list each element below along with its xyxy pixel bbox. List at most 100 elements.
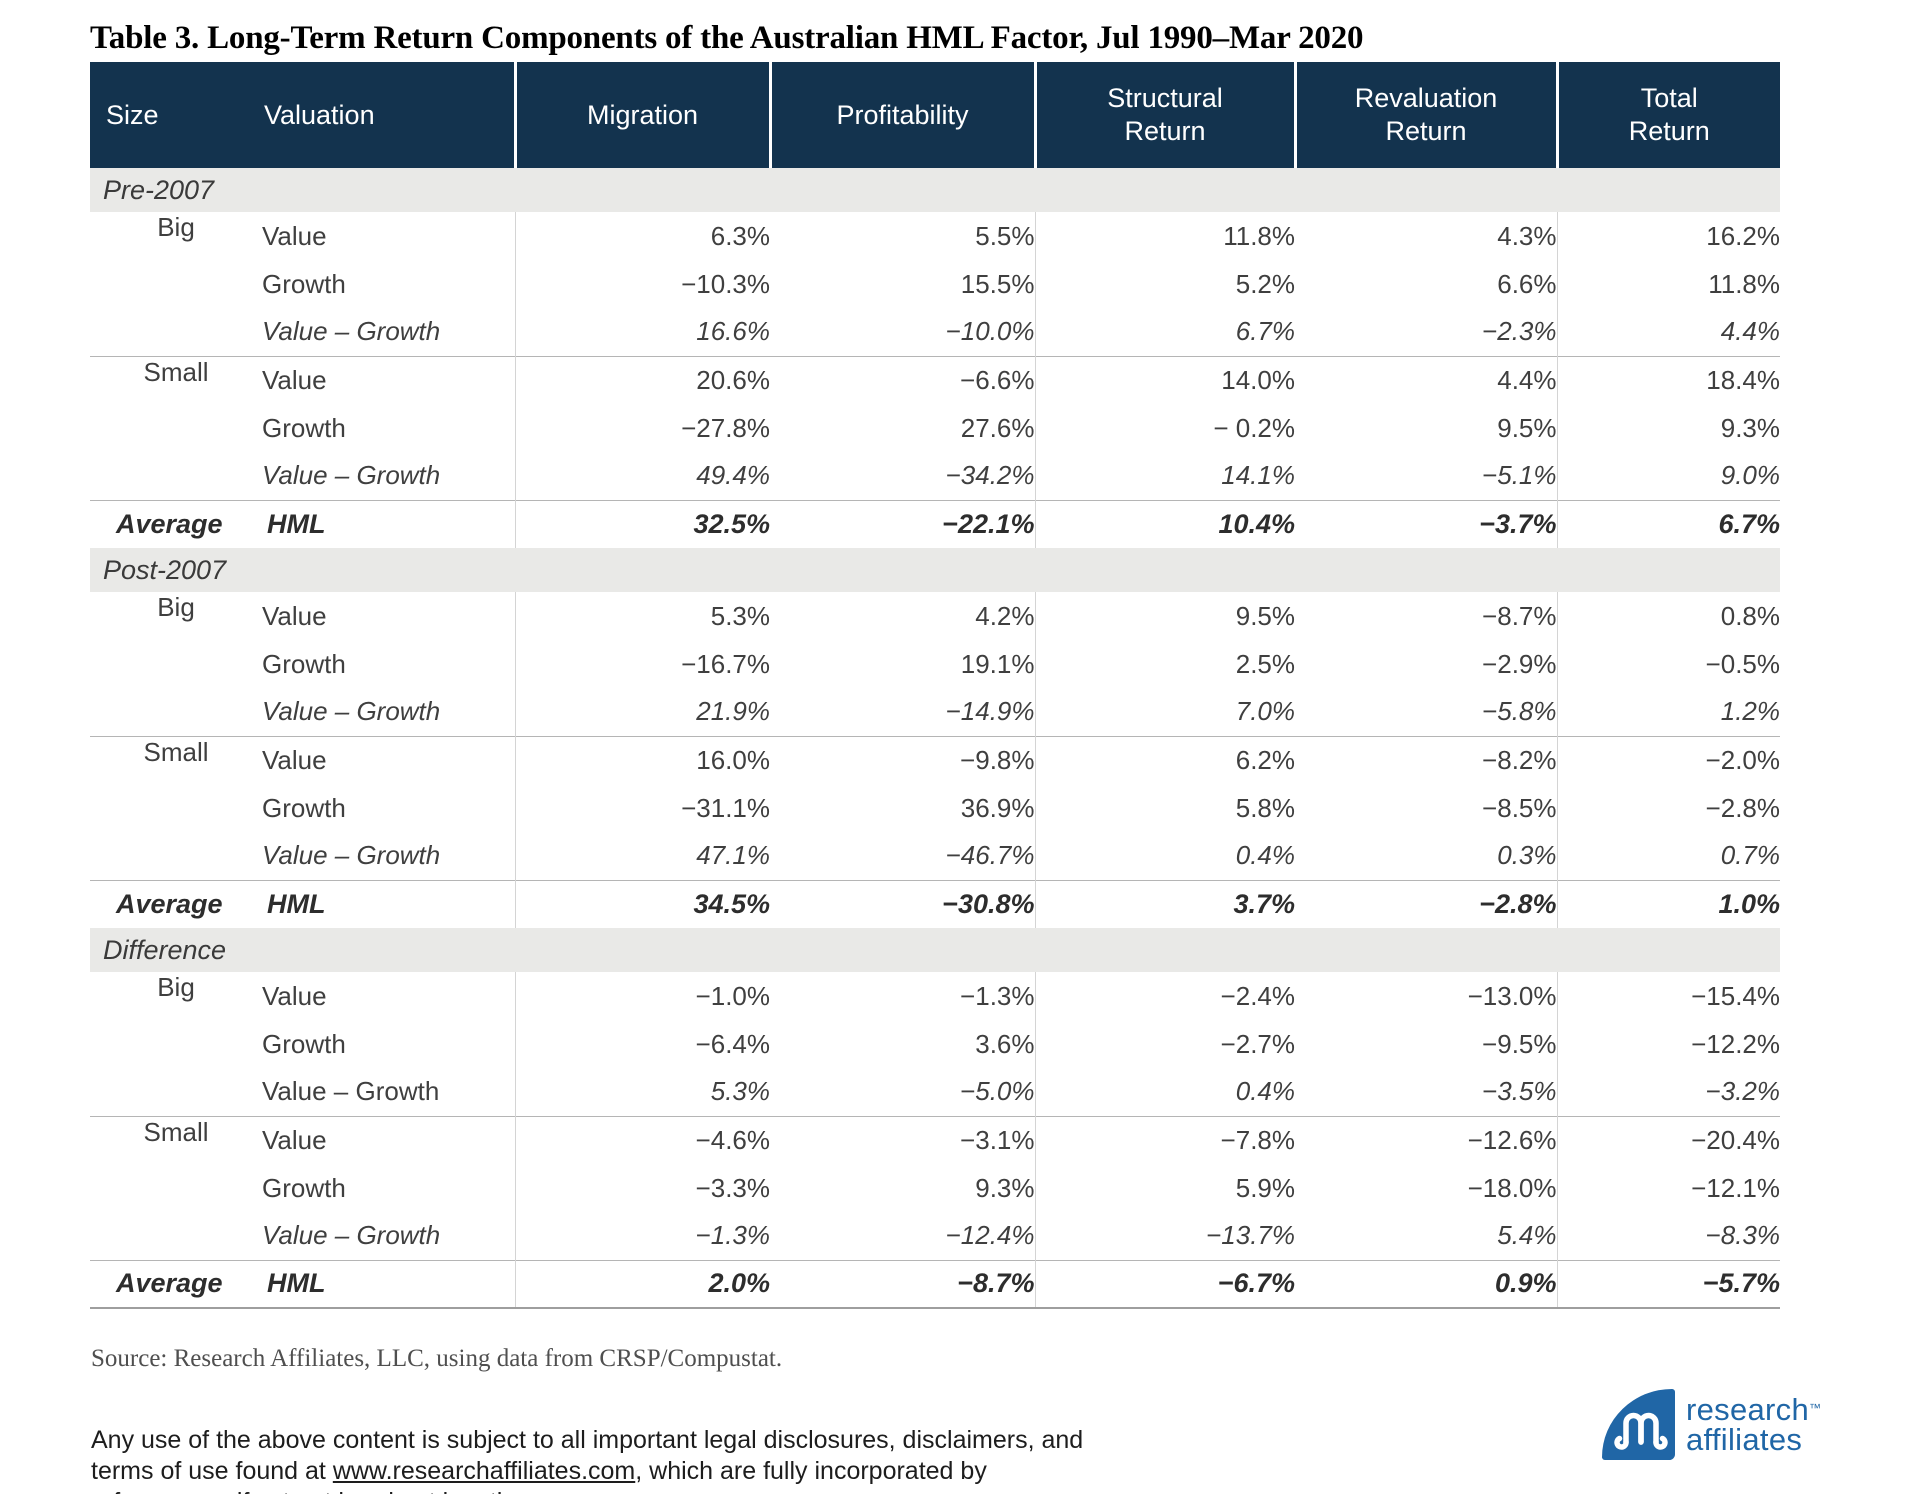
cell-structural-return: 3.7% bbox=[1034, 879, 1295, 928]
cell-structural-return: 5.9% bbox=[1034, 1164, 1295, 1212]
table-row: Growth −10.3% 15.5% 5.2% 6.6% 11.8% bbox=[90, 260, 1780, 308]
cell-profitability: −14.9% bbox=[945, 696, 1035, 727]
cell-structural-return: 9.5% bbox=[1034, 592, 1295, 640]
cell-total-return: 0.8% bbox=[1556, 592, 1780, 640]
source-note: Source: Research Affiliates, LLC, using … bbox=[91, 1345, 783, 1372]
table-row: Small Value 16.0% −9.8% 6.2% −8.2% −2.0% bbox=[90, 735, 1780, 880]
logo-word-affiliates: affiliates bbox=[1686, 1421, 1803, 1457]
col-header-migration-label: Migration bbox=[586, 99, 699, 130]
cell-structural-return: −13.7% bbox=[1034, 1212, 1295, 1260]
cell-structural-return: −7.8% bbox=[1034, 1115, 1295, 1164]
table-row: Big Value 5.3% 4.2% 9.5% −8.7% 0.8% bbox=[90, 592, 1780, 640]
col-header-migration: Migration bbox=[513, 62, 770, 168]
cell-migration: 2.0% bbox=[514, 1259, 770, 1309]
cell-total-return: 16.2% bbox=[1556, 212, 1780, 260]
cell-profitability: 9.3% bbox=[975, 1172, 1035, 1203]
cell-revaluation-return: 5.4% bbox=[1497, 1220, 1557, 1251]
size-label-small: Small bbox=[90, 355, 262, 500]
cell-total-return: −2.0% bbox=[1556, 735, 1780, 784]
cell-structural-return: −2.4% bbox=[1034, 972, 1295, 1020]
cell-revaluation-return: −5.8% bbox=[1482, 696, 1557, 727]
cell-profitability: 3.6% bbox=[975, 1028, 1035, 1059]
valuation-label: Growth bbox=[262, 412, 346, 443]
col-header-revaluation-return: Revaluation Return bbox=[1293, 62, 1557, 168]
cell-profitability: −8.7% bbox=[770, 1259, 1035, 1309]
header-row: Size Valuation Migration Profitability S… bbox=[90, 62, 1780, 168]
cell-revaluation-return: −13.0% bbox=[1467, 980, 1557, 1011]
cell-profitability: −6.6% bbox=[770, 355, 1035, 404]
cell-migration: 34.5% bbox=[514, 879, 770, 928]
cell-profitability: 19.1% bbox=[960, 648, 1035, 679]
cell-migration: 5.3% bbox=[514, 592, 770, 640]
cell-profitability: −22.1% bbox=[770, 499, 1035, 548]
cell-revaluation-return: −9.5% bbox=[1482, 1028, 1557, 1059]
valuation-label: Value – Growth bbox=[262, 1220, 441, 1251]
valuation-label: Value bbox=[262, 355, 515, 404]
cell-profitability: −46.7% bbox=[945, 840, 1035, 871]
section-label: Pre-2007 bbox=[90, 168, 1780, 212]
size-label-big: Big bbox=[157, 972, 195, 1002]
cell-revaluation-return: −2.3% bbox=[1482, 316, 1557, 347]
cell-total-return: −20.4% bbox=[1556, 1115, 1780, 1164]
cell-migration: 5.3% bbox=[514, 1068, 770, 1116]
table-row: Small Value 20.6% −6.6% 14.0% 4.4% 18.4% bbox=[90, 355, 1780, 500]
col-header-total-return: Total Return bbox=[1555, 62, 1780, 168]
cell-migration: −1.0% bbox=[514, 972, 770, 1020]
cell-migration: 16.6% bbox=[514, 308, 770, 356]
cell-revaluation-return: −8.2% bbox=[1295, 735, 1557, 784]
cell-profitability: −10.0% bbox=[945, 316, 1035, 347]
cell-migration: −1.3% bbox=[514, 1212, 770, 1260]
cell-revaluation-return: 9.5% bbox=[1497, 412, 1557, 443]
table-row: Growth −27.8% 27.6% − 0.2% 9.5% 9.3% bbox=[90, 404, 1780, 452]
cell-revaluation-return: −2.9% bbox=[1482, 648, 1557, 679]
cell-structural-return: 14.0% bbox=[1034, 355, 1295, 404]
cell-total-return: 1.0% bbox=[1556, 879, 1780, 928]
cell-total-return: −12.1% bbox=[1556, 1164, 1780, 1212]
table-row: Value – Growth 49.4% −34.2% 14.1% −5.1% … bbox=[90, 452, 1780, 500]
section-label: Difference bbox=[90, 928, 1780, 972]
average-row: Average HML 34.5% −30.8% 3.7% −2.8% 1.0% bbox=[90, 879, 1780, 928]
legal-disclaimer: Any use of the above content is subject … bbox=[91, 1425, 1091, 1494]
cell-profitability: 15.5% bbox=[960, 268, 1035, 299]
average-row: Average HML 32.5% −22.1% 10.4% −3.7% 6.7… bbox=[90, 499, 1780, 548]
valuation-label: Growth bbox=[262, 1172, 346, 1203]
cell-migration: −6.4% bbox=[514, 1020, 770, 1068]
research-affiliates-link[interactable]: www.researchaffiliates.com bbox=[332, 1457, 636, 1485]
cell-migration: −31.1% bbox=[514, 784, 770, 832]
section-band-post-2007: Post-2007 bbox=[90, 548, 1780, 592]
table-row: Growth −31.1% 36.9% 5.8% −8.5% −2.8% bbox=[90, 784, 1780, 832]
col-header-valuation: Valuation bbox=[262, 62, 515, 168]
cell-total-return: 6.7% bbox=[1556, 499, 1780, 548]
average-row: Average HML 2.0% −8.7% −6.7% 0.9% −5.7% bbox=[90, 1259, 1780, 1309]
average-label: Average bbox=[90, 499, 262, 548]
table-row: Value – Growth 5.3% −5.0% 0.4% −3.5% −3.… bbox=[90, 1068, 1780, 1116]
table-row: Value – Growth −1.3% −12.4% −13.7% 5.4% … bbox=[90, 1212, 1780, 1260]
cell-revaluation-return: −2.8% bbox=[1295, 879, 1557, 928]
col-header-valuation-label: Valuation bbox=[264, 99, 375, 130]
cell-migration: 32.5% bbox=[514, 499, 770, 548]
research-affiliates-logo: research™ affiliates bbox=[1602, 1389, 1821, 1460]
valuation-label: Value bbox=[262, 1115, 515, 1164]
table-row: Growth −16.7% 19.1% 2.5% −2.9% −0.5% bbox=[90, 640, 1780, 688]
average-label: Average bbox=[90, 879, 262, 928]
cell-total-return: 18.4% bbox=[1556, 355, 1780, 404]
logo-word-research: research bbox=[1686, 1391, 1810, 1427]
cell-structural-return: 2.5% bbox=[1034, 640, 1295, 688]
cell-revaluation-return: −12.6% bbox=[1295, 1115, 1557, 1164]
cell-revaluation-return: 0.9% bbox=[1295, 1259, 1557, 1309]
cell-structural-return: −6.7% bbox=[1034, 1259, 1295, 1309]
col-header-structural-return: Structural Return bbox=[1033, 62, 1295, 168]
cell-total-return: −5.7% bbox=[1556, 1259, 1780, 1309]
table-title: Table 3. Long-Term Return Components of … bbox=[90, 20, 1364, 56]
col-header-size: Size bbox=[90, 62, 262, 168]
section-band-pre-2007: Pre-2007 bbox=[90, 168, 1780, 212]
valuation-label: Value bbox=[262, 980, 327, 1011]
valuation-label: Value bbox=[262, 735, 515, 784]
cell-total-return: −0.5% bbox=[1556, 640, 1780, 688]
col-header-profitability-label: Profitability bbox=[836, 99, 969, 130]
ra-logo-mark-icon bbox=[1602, 1389, 1675, 1460]
table-row: Big Value −1.0% −1.3% −2.4% −13.0% −15.4… bbox=[90, 972, 1780, 1020]
table-row: Value – Growth 21.9% −14.9% 7.0% −5.8% 1… bbox=[90, 688, 1780, 736]
cell-profitability: 5.5% bbox=[975, 220, 1035, 251]
